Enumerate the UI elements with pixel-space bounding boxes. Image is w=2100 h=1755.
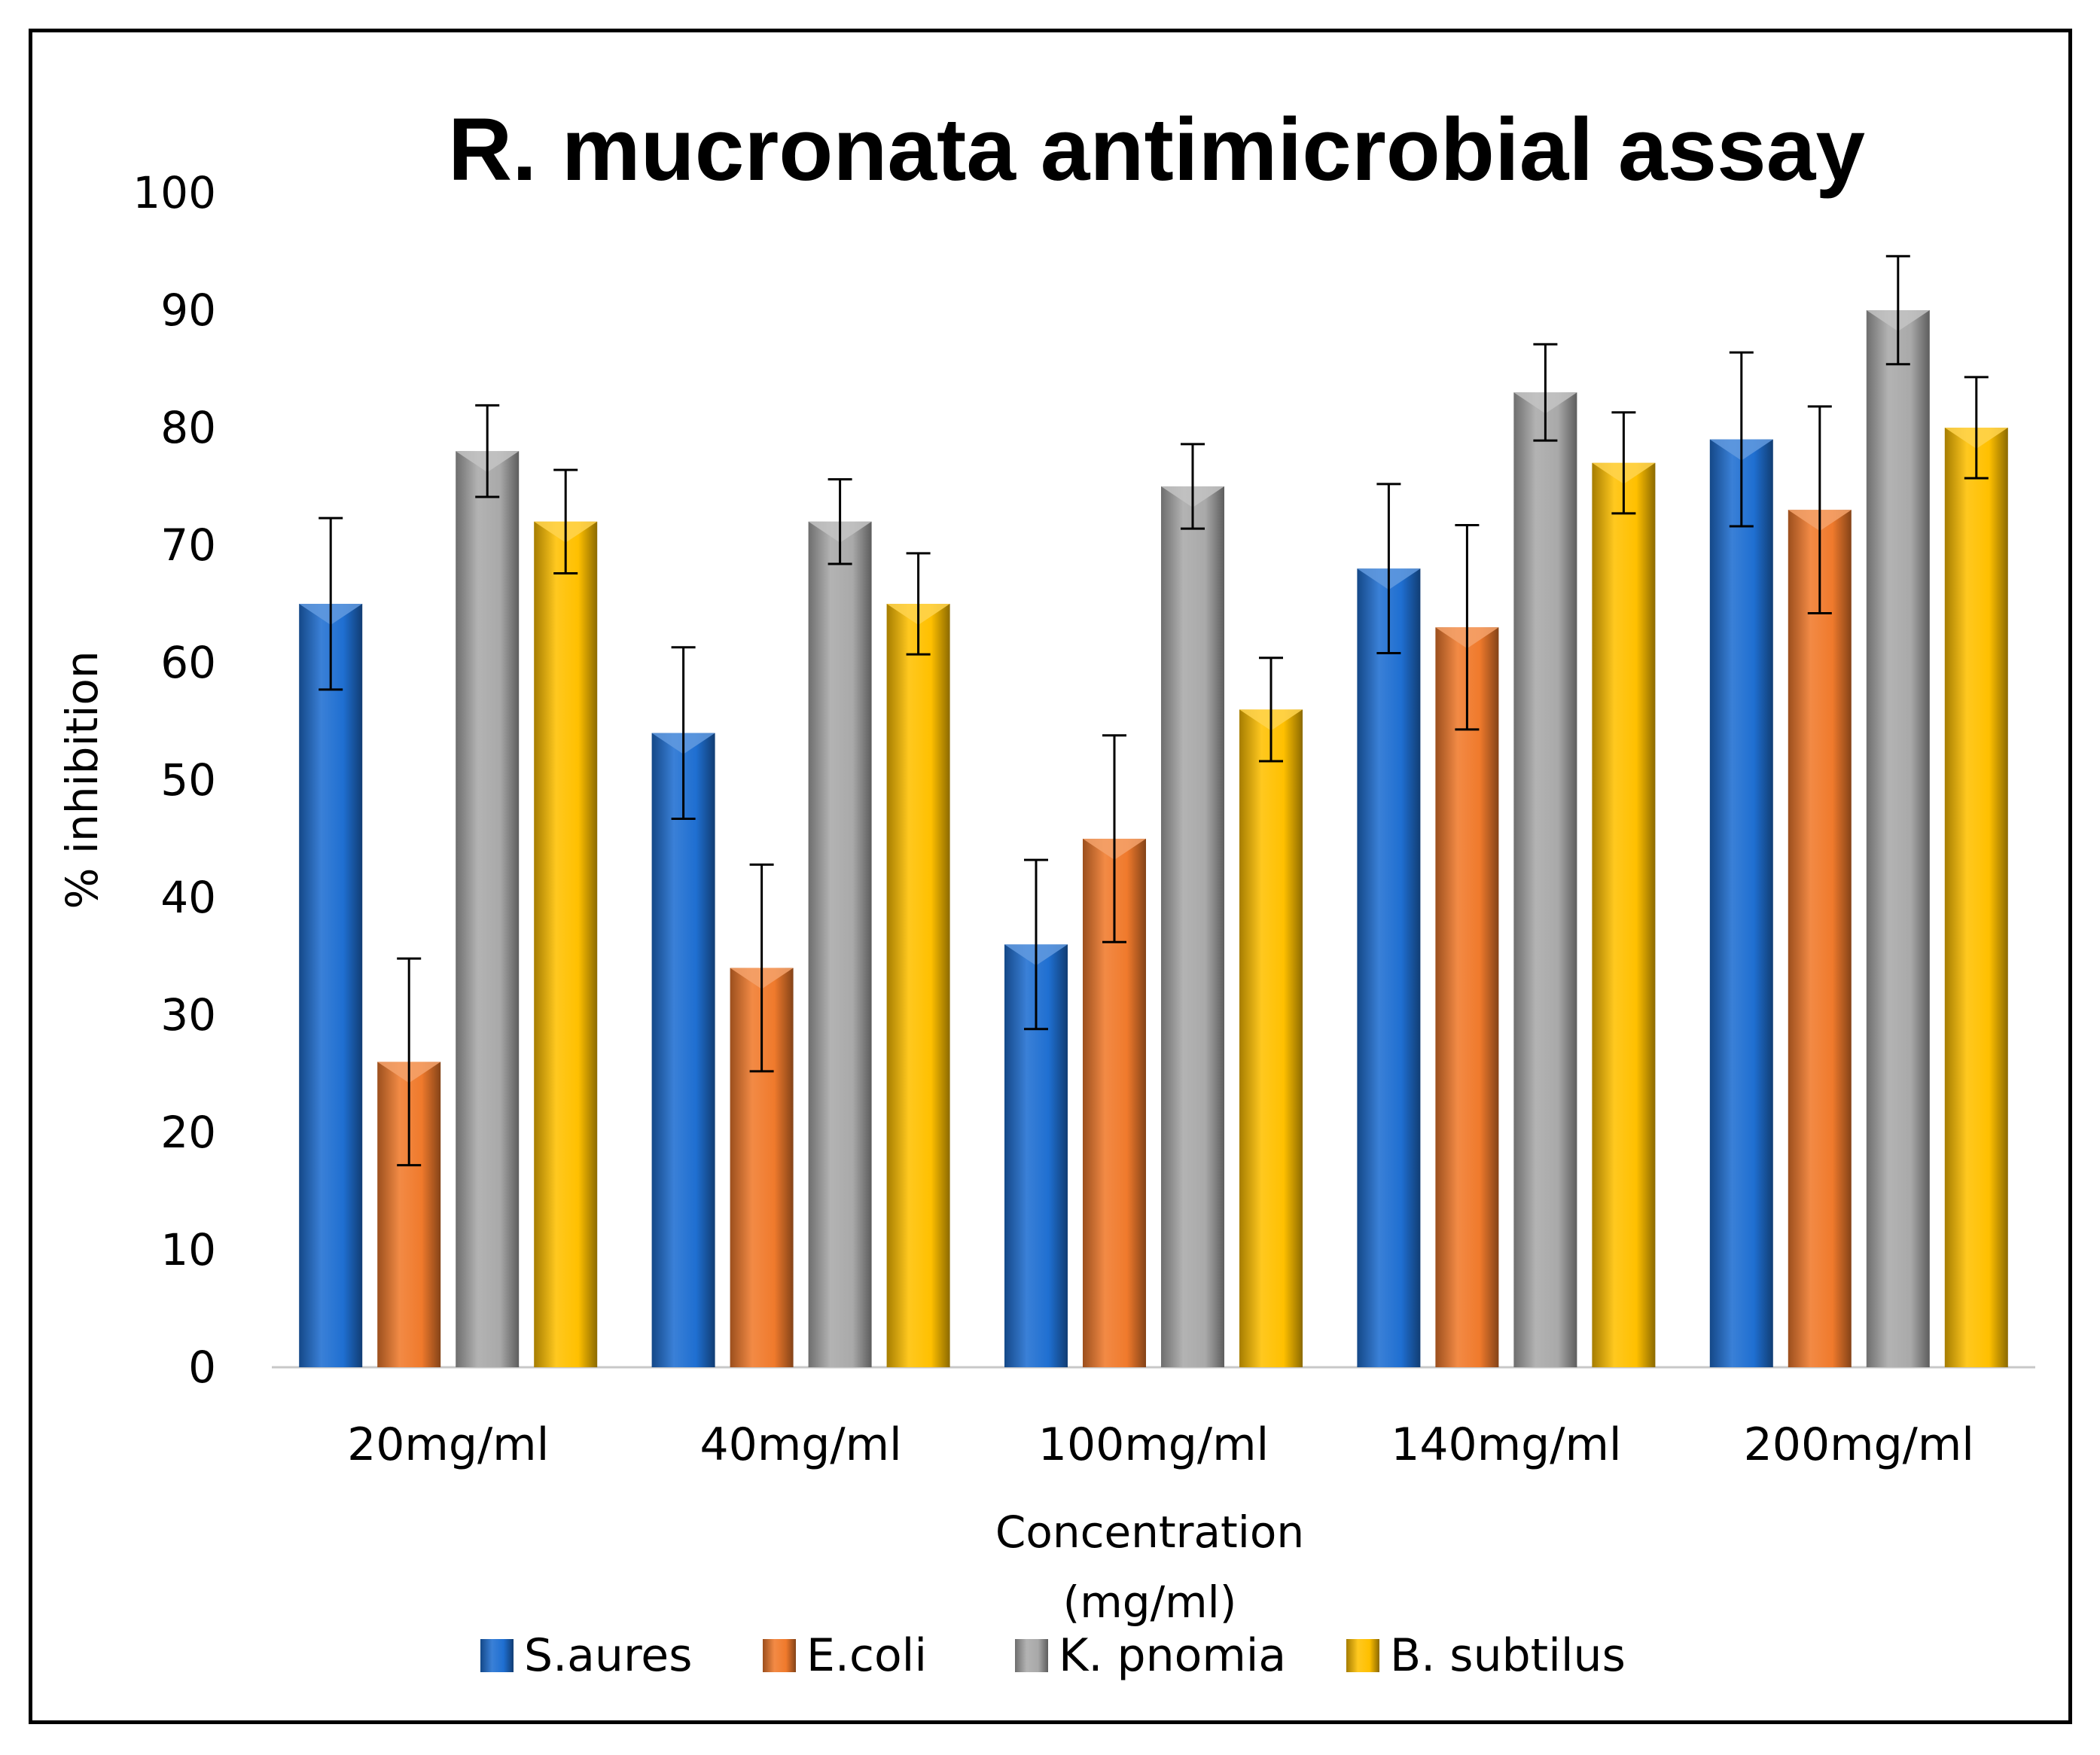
bar	[1357, 568, 1421, 1368]
bar	[1944, 428, 2008, 1367]
bar	[808, 521, 872, 1367]
legend: S.aures E.coli K. pnomia B. subtilus	[480, 1629, 1626, 1682]
legend-label: B. subtilus	[1390, 1629, 1626, 1682]
x-tick-label: 200mg/ml	[1744, 1418, 1974, 1471]
bars	[299, 254, 2008, 1368]
bar	[299, 604, 363, 1367]
y-tick-label: 30	[160, 989, 216, 1041]
x-tick-label: 100mg/ml	[1038, 1418, 1269, 1471]
legend-swatch	[1015, 1639, 1048, 1672]
y-axis: 0 10 20 30 40 50 60 70 80 90 100	[133, 167, 216, 1393]
legend-swatch	[1346, 1639, 1379, 1672]
bar	[886, 604, 950, 1367]
y-tick-label: 0	[188, 1342, 216, 1393]
bar	[1709, 439, 1773, 1367]
bar	[1239, 709, 1303, 1367]
bar	[1788, 510, 1852, 1368]
chart-frame: R. mucronata antimicrobial assay 0 10 20 30…	[29, 29, 2072, 1724]
bar	[1866, 310, 1930, 1367]
legend-label: E.coli	[806, 1629, 927, 1682]
y-tick-label: 40	[160, 872, 216, 923]
x-tick-label: 140mg/ml	[1391, 1418, 1621, 1471]
y-tick-label: 10	[160, 1224, 216, 1275]
y-tick-label: 60	[160, 637, 216, 688]
legend-label: K. pnomia	[1059, 1629, 1286, 1682]
y-axis-title: % inhibition	[56, 651, 108, 909]
legend-swatch	[763, 1639, 796, 1672]
x-axis-title-line-2: (mg/ml)	[1063, 1577, 1237, 1628]
y-tick-label: 80	[160, 402, 216, 453]
bar	[1592, 462, 1656, 1367]
legend-swatch	[480, 1639, 514, 1672]
x-tick-label: 20mg/ml	[347, 1418, 549, 1471]
y-tick-label: 50	[160, 754, 216, 806]
legend-label: S.aures	[524, 1629, 692, 1682]
bar	[534, 521, 598, 1367]
x-axis-title-line-1: Concentration	[995, 1507, 1304, 1558]
chart-title: R. mucronata antimicrobial assay	[448, 100, 1865, 200]
bar	[651, 733, 715, 1367]
bar	[1513, 392, 1577, 1368]
bar	[1161, 486, 1224, 1367]
y-tick-label: 100	[133, 167, 216, 218]
bar-chart: R. mucronata antimicrobial assay 0 10 20 30…	[56, 100, 2035, 1682]
y-tick-label: 20	[160, 1107, 216, 1158]
x-axis: 20mg/ml 40mg/ml 100mg/ml 140mg/ml 200mg/ml	[347, 1418, 1974, 1471]
bar	[456, 451, 520, 1368]
bar	[1435, 627, 1499, 1367]
y-tick-label: 70	[160, 519, 216, 571]
x-tick-label: 40mg/ml	[699, 1418, 901, 1471]
y-tick-label: 90	[160, 285, 216, 336]
